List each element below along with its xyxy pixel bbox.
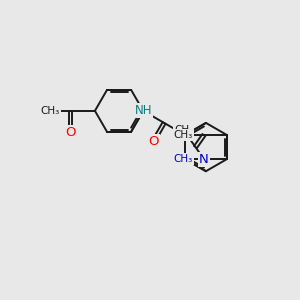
Text: CH₃: CH₃	[174, 130, 193, 140]
Text: O: O	[65, 126, 76, 139]
Text: NH: NH	[134, 104, 152, 117]
Text: O: O	[148, 135, 158, 148]
Text: N: N	[199, 153, 209, 166]
Text: CH₃: CH₃	[40, 106, 60, 116]
Text: CH₃: CH₃	[174, 125, 193, 135]
Text: CH₃: CH₃	[174, 154, 193, 164]
